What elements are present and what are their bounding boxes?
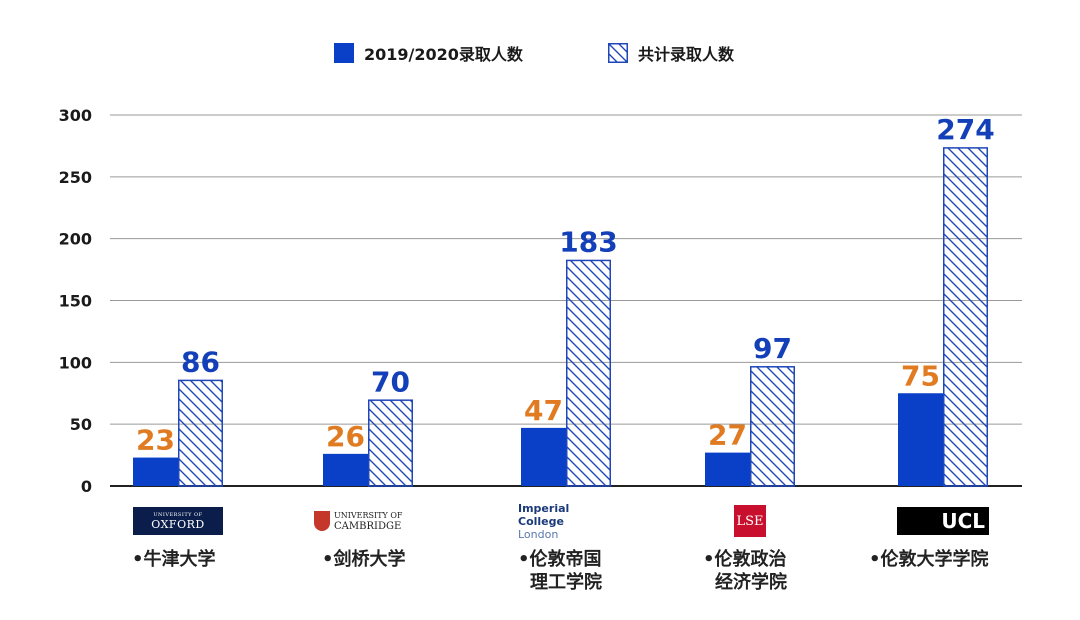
- bar-total: [943, 147, 988, 487]
- category-label-line: •剑桥大学: [322, 549, 406, 570]
- bar-annual: [521, 427, 566, 486]
- data-label-annual: 23: [136, 424, 175, 457]
- category-label: •伦敦帝国 理工学院: [518, 548, 602, 594]
- category-label: •伦敦大学学院: [869, 548, 989, 571]
- category-label-line: •伦敦帝国: [518, 549, 602, 570]
- y-tick-label: 100: [59, 353, 92, 372]
- legend-item-annual: 2019/2020录取人数: [334, 40, 523, 66]
- data-label-total: 97: [753, 332, 792, 365]
- category-label: •伦敦政治 经济学院: [703, 548, 787, 594]
- legend-swatch-hatched: [608, 43, 628, 63]
- bar-total: [368, 399, 413, 487]
- ucl-logo: UCL: [897, 507, 989, 535]
- cambridge-shield-icon: [314, 511, 330, 531]
- category-label-line: •伦敦大学学院: [869, 549, 989, 570]
- data-label-total: 86: [181, 346, 220, 379]
- bar-annual: [705, 452, 750, 486]
- imperial-logo: Imperial College London: [518, 502, 614, 541]
- data-label-total: 274: [936, 113, 994, 146]
- cambridge-logo: UNIVERSITY OF CAMBRIDGE: [314, 507, 422, 535]
- y-tick-label: 200: [59, 230, 92, 249]
- bar-annual: [323, 453, 368, 486]
- data-label-total: 70: [371, 365, 410, 398]
- data-label-annual: 75: [901, 359, 940, 392]
- legend: 2019/2020录取人数 共计录取人数: [0, 40, 1080, 66]
- data-label-annual: 26: [326, 420, 365, 453]
- bars: [133, 147, 988, 487]
- legend-label-annual: 2019/2020录取人数: [364, 45, 523, 64]
- bar-annual: [133, 457, 178, 486]
- legend-item-total: 共计录取人数: [608, 40, 734, 66]
- y-tick-label: 0: [81, 477, 92, 496]
- bar-annual: [898, 393, 943, 486]
- category-label: •剑桥大学: [322, 548, 406, 571]
- category-label: •牛津大学: [132, 548, 216, 571]
- category-label-line: •伦敦政治: [703, 549, 787, 570]
- y-tick-label: 300: [59, 106, 92, 125]
- bar-total: [750, 366, 795, 487]
- oxford-logo: UNIVERSITY OF OXFORD: [133, 507, 223, 535]
- data-label-total: 183: [559, 226, 617, 259]
- legend-swatch-solid: [334, 43, 354, 63]
- bar-total: [178, 379, 223, 487]
- y-tick-label: 50: [70, 415, 92, 434]
- data-label-annual: 27: [708, 419, 747, 452]
- y-tick-label: 150: [59, 292, 92, 311]
- category-label-line: 经济学院: [715, 572, 787, 593]
- lse-logo: LSE: [734, 505, 766, 537]
- y-tick-label: 250: [59, 168, 92, 187]
- legend-label-total: 共计录取人数: [638, 45, 735, 64]
- bar-total: [566, 259, 611, 487]
- data-label-annual: 47: [524, 394, 563, 427]
- category-label-line: 理工学院: [530, 572, 602, 593]
- category-label-line: •牛津大学: [132, 549, 216, 570]
